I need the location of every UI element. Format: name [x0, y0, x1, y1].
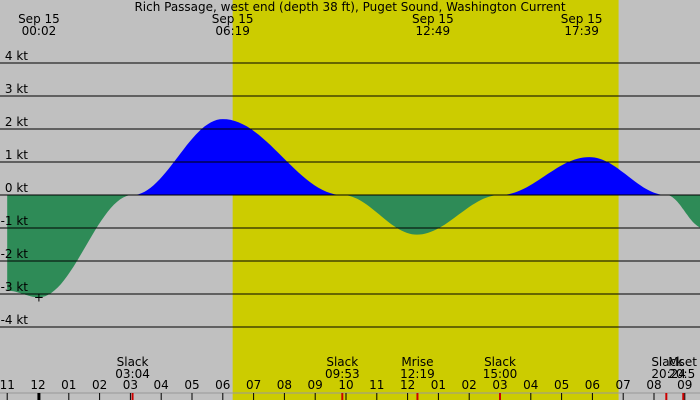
- x-tick-label: 07: [246, 378, 261, 392]
- top-event-date: Sep 15: [412, 12, 454, 26]
- bottom-event-label: Mrise: [401, 355, 433, 369]
- label-layer: 4 kt 3 kt 2 kt 1 kt 0 kt -1 kt -2 kt -3 kt -4 kt…: [0, 0, 697, 392]
- current-time-marker: +: [34, 290, 44, 304]
- bottom-event-time: 15:00: [483, 367, 518, 381]
- y-tick-label: -1 kt: [1, 214, 29, 228]
- x-tick-label: 05: [554, 378, 569, 392]
- y-tick-label: -2 kt: [1, 247, 29, 261]
- x-tick-label: 11: [0, 378, 15, 392]
- x-tick-label: 09: [677, 378, 692, 392]
- x-tick-label: 04: [523, 378, 538, 392]
- top-event-date: Sep 15: [212, 12, 254, 26]
- top-event-date: Sep 15: [18, 12, 60, 26]
- bottom-event-label: Slack: [326, 355, 358, 369]
- x-tick-label: 04: [154, 378, 169, 392]
- x-tick-label: 02: [462, 378, 477, 392]
- x-tick-label: 01: [61, 378, 76, 392]
- x-tick-label: 09: [308, 378, 323, 392]
- current-area-layer: [7, 119, 700, 298]
- y-tick-label: 1 kt: [5, 148, 28, 162]
- bottom-event-label: Mset: [668, 355, 697, 369]
- bottom-event-time: 20:24: [651, 367, 686, 381]
- x-tick-label: 11: [369, 378, 384, 392]
- y-tick-label: 3 kt: [5, 82, 28, 96]
- x-tick-label: 10: [338, 378, 353, 392]
- x-tick-label: 05: [184, 378, 199, 392]
- x-tick-label: 12: [400, 378, 415, 392]
- x-tick-label: 03: [492, 378, 507, 392]
- chart-title: Rich Passage, west end (depth 38 ft), Pu…: [134, 0, 565, 14]
- bottom-event-label: Slack: [484, 355, 516, 369]
- x-tick-label: 01: [431, 378, 446, 392]
- top-event-time: 17:39: [564, 24, 599, 38]
- y-tick-label: 0 kt: [5, 181, 28, 195]
- x-tick-label: 03: [123, 378, 138, 392]
- top-event-time: 06:19: [215, 24, 250, 38]
- x-tick-label: 06: [585, 378, 600, 392]
- bottom-event-time: 20:5: [668, 367, 695, 381]
- bottom-event-label: Slack: [651, 355, 683, 369]
- x-tick-label: 02: [92, 378, 107, 392]
- y-tick-label: -3 kt: [1, 280, 29, 294]
- y-tick-label: 4 kt: [5, 49, 28, 63]
- y-tick-label: 2 kt: [5, 115, 28, 129]
- top-event-time: 00:02: [22, 24, 57, 38]
- x-tick-label: 08: [277, 378, 292, 392]
- x-tick-label: 12: [30, 378, 45, 392]
- x-tick-label: 06: [215, 378, 230, 392]
- top-event-time: 12:49: [416, 24, 451, 38]
- bottom-event-time: 09:53: [325, 367, 360, 381]
- y-tick-label: -4 kt: [1, 313, 29, 327]
- grid-layer: [0, 62, 700, 400]
- ebb-current-area: [7, 195, 700, 298]
- bottom-event-label: Slack: [117, 355, 149, 369]
- x-tick-label: 08: [646, 378, 661, 392]
- flood-current-area: [7, 119, 700, 195]
- x-tick-label: 07: [616, 378, 631, 392]
- bottom-event-time: 03:04: [115, 367, 150, 381]
- bottom-event-time: 12:19: [400, 367, 435, 381]
- top-event-date: Sep 15: [561, 12, 603, 26]
